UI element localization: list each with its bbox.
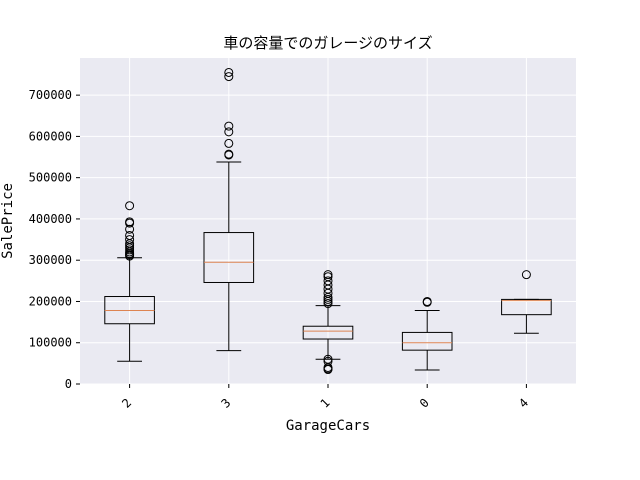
x-tick-label: 2 bbox=[119, 396, 134, 411]
outlier-point bbox=[224, 127, 234, 137]
y-axis-ticks: 0 100000 200000 300000 400000 500000 600000 700… bbox=[29, 88, 80, 391]
y-tick-label: 100000 bbox=[29, 336, 72, 350]
outlier-point bbox=[125, 245, 135, 255]
outlier-point bbox=[224, 72, 234, 82]
outlier-point bbox=[323, 356, 333, 366]
outlier-point bbox=[323, 294, 333, 304]
x-tick-label: 1 bbox=[318, 396, 333, 411]
chart-title: 車の容量でのガレージのサイズ bbox=[223, 34, 432, 52]
outlier-point bbox=[224, 138, 234, 148]
outlier-point bbox=[125, 235, 135, 245]
outlier-point bbox=[422, 296, 432, 306]
x-tick-label: 4 bbox=[516, 396, 531, 411]
y-axis-label: SalePrice bbox=[0, 183, 16, 259]
outlier-point bbox=[323, 276, 333, 286]
y-tick-label: 300000 bbox=[29, 253, 72, 267]
outlier-point bbox=[125, 201, 135, 211]
outlier-point bbox=[125, 224, 135, 234]
outlier-point bbox=[323, 270, 333, 280]
x-tick-label: 3 bbox=[218, 396, 233, 411]
box-plots bbox=[104, 67, 552, 375]
box-group-3 bbox=[203, 67, 255, 352]
outlier-point bbox=[224, 149, 234, 159]
y-tick-label: 500000 bbox=[29, 171, 72, 185]
box-group-2 bbox=[104, 201, 155, 362]
box-group-4 bbox=[501, 270, 552, 334]
outlier-point bbox=[125, 241, 135, 251]
box-group-0 bbox=[401, 296, 453, 371]
y-tick-label: 600000 bbox=[29, 129, 72, 143]
box-group-1 bbox=[302, 270, 354, 375]
box bbox=[302, 325, 354, 340]
x-axis-ticks: 2 3 1 0 4 bbox=[119, 384, 531, 411]
x-axis-label: GarageCars bbox=[286, 418, 370, 434]
outlier-point bbox=[521, 270, 531, 280]
y-tick-label: 400000 bbox=[29, 212, 72, 226]
box bbox=[501, 298, 552, 316]
y-tick-label: 0 bbox=[65, 377, 72, 391]
outlier-point bbox=[224, 121, 234, 131]
y-tick-label: 200000 bbox=[29, 294, 72, 308]
x-tick-label: 0 bbox=[417, 396, 432, 411]
outlier-point bbox=[323, 272, 333, 282]
box bbox=[401, 331, 453, 351]
box bbox=[203, 232, 255, 283]
outlier-point bbox=[224, 67, 234, 77]
outlier-point bbox=[125, 217, 135, 227]
outlier-point bbox=[323, 354, 333, 364]
y-tick-label: 700000 bbox=[29, 88, 72, 102]
outlier-point bbox=[323, 299, 333, 309]
outlier-point bbox=[125, 230, 135, 240]
